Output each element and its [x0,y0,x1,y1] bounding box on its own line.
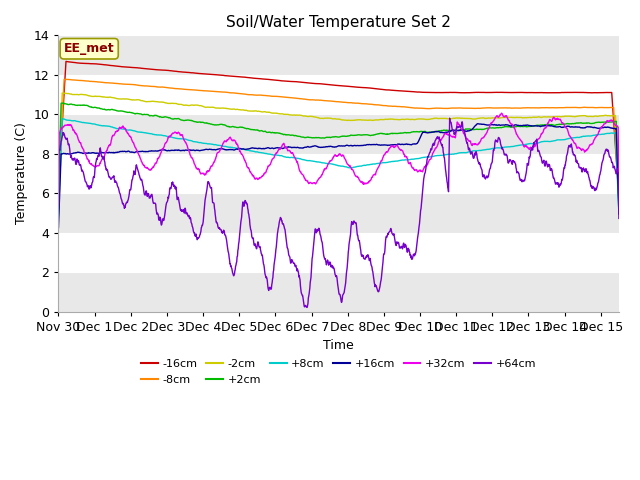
+8cm [217,143,225,148]
+16cm [541,123,549,129]
-16cm [615,194,623,200]
-2cm [156,99,163,105]
Text: EE_met: EE_met [64,42,115,55]
-2cm [479,115,486,120]
-2cm [58,90,66,96]
-16cm [62,59,70,64]
-2cm [166,100,174,106]
+32cm [166,134,173,140]
+2cm [60,100,68,106]
-8cm [166,85,174,91]
+2cm [268,130,275,136]
+64cm [166,187,173,192]
-16cm [54,183,62,189]
+2cm [479,126,486,132]
+64cm [156,217,163,223]
+8cm [541,138,549,144]
-16cm [217,72,225,78]
+32cm [615,199,623,204]
+2cm [166,115,174,121]
-16cm [156,67,163,73]
+64cm [267,287,275,292]
+2cm [541,122,549,128]
-8cm [268,93,275,99]
-16cm [541,90,549,96]
+64cm [216,226,224,232]
-8cm [60,76,68,82]
+8cm [156,132,163,138]
Line: +2cm: +2cm [58,103,619,210]
+16cm [474,121,482,127]
+16cm [615,211,623,217]
+32cm [541,125,549,131]
+16cm [54,225,62,230]
-16cm [268,77,275,83]
-8cm [156,84,163,90]
Legend: -16cm, -8cm, -2cm, +2cm, +8cm, +16cm, +32cm, +64cm: -16cm, -8cm, -2cm, +2cm, +8cm, +16cm, +3… [137,355,540,389]
+8cm [54,212,62,218]
X-axis label: Time: Time [323,339,354,352]
+32cm [498,110,506,116]
+32cm [156,154,163,160]
-8cm [54,192,62,198]
Bar [58,193,619,233]
Y-axis label: Temperature (C): Temperature (C) [15,122,28,225]
-2cm [615,201,623,207]
+8cm [479,147,486,153]
Line: -8cm: -8cm [58,79,619,203]
Line: -16cm: -16cm [58,61,619,197]
+64cm [303,304,311,310]
+64cm [446,115,454,121]
Title: Soil/Water Temperature Set 2: Soil/Water Temperature Set 2 [226,15,451,30]
+16cm [216,146,224,152]
+2cm [54,198,62,204]
Bar [58,36,619,75]
+8cm [268,152,275,157]
+16cm [267,145,275,151]
-8cm [479,105,486,111]
+64cm [54,201,62,207]
+32cm [267,159,275,165]
-2cm [541,114,549,120]
+8cm [58,116,66,121]
+8cm [166,134,174,140]
+32cm [479,135,486,141]
+16cm [166,148,173,154]
+64cm [615,216,623,221]
Bar [58,114,619,154]
+16cm [156,148,163,154]
Bar [58,272,619,312]
-8cm [615,200,623,205]
Line: -2cm: -2cm [58,93,619,204]
-8cm [217,89,225,95]
Line: +32cm: +32cm [58,113,619,205]
-2cm [217,105,225,111]
+2cm [615,207,623,213]
+2cm [217,121,225,127]
-2cm [268,110,275,116]
Line: +64cm: +64cm [58,118,619,307]
+8cm [615,210,623,216]
+16cm [479,121,486,127]
-16cm [166,68,174,73]
+32cm [54,203,62,208]
Line: +8cm: +8cm [58,119,619,215]
+2cm [156,114,163,120]
+64cm [541,161,549,167]
Line: +16cm: +16cm [58,124,619,228]
+64cm [479,174,487,180]
+32cm [216,147,224,153]
-16cm [479,90,486,96]
-2cm [54,200,62,205]
-8cm [541,105,549,111]
